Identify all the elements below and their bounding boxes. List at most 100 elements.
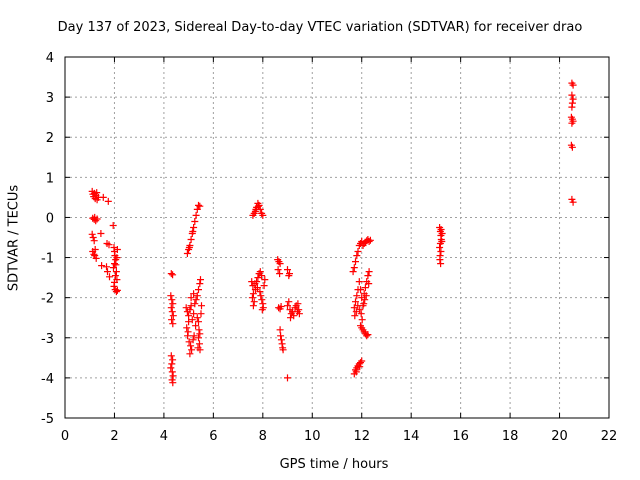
data-point-marker [187, 294, 195, 302]
data-point-marker [279, 346, 287, 354]
data-point-marker [437, 226, 445, 233]
data-point-marker [285, 298, 293, 306]
data-point-marker [91, 246, 99, 253]
data-point-marker [167, 364, 175, 372]
x-tick-label: 10 [304, 429, 321, 444]
data-point-marker [190, 310, 198, 318]
data-point-marker [250, 298, 258, 306]
x-tick-label: 0 [61, 429, 69, 444]
data-point-marker [252, 205, 260, 213]
data-point-marker [261, 276, 269, 284]
data-point-marker [357, 359, 364, 367]
data-point-marker [183, 324, 191, 332]
data-point-marker [168, 360, 176, 368]
data-point-marker [190, 332, 198, 340]
data-point-marker [358, 357, 366, 365]
data-point-marker [168, 296, 176, 304]
data-point-marker [352, 298, 359, 306]
data-point-marker [360, 300, 368, 308]
data-point-marker [356, 363, 364, 371]
data-point-marker [186, 350, 194, 358]
data-point-marker [198, 302, 205, 310]
plot-frame [64, 56, 610, 419]
data-point-marker [113, 246, 121, 253]
data-point-marker [248, 294, 256, 302]
data-point-marker [568, 91, 576, 99]
data-point-marker [437, 260, 445, 268]
data-point-marker [295, 310, 303, 318]
data-point-marker [109, 222, 117, 229]
data-point-marker [195, 286, 202, 294]
data-point-marker [361, 296, 369, 304]
data-point-marker [197, 310, 205, 318]
data-point-marker [169, 300, 177, 308]
data-point-marker [256, 268, 264, 276]
data-point-marker [568, 119, 576, 127]
data-point-marker [168, 368, 176, 376]
data-point-marker [196, 340, 203, 348]
data-point-marker [353, 252, 361, 260]
x-tick-label: 4 [160, 429, 168, 444]
data-point-marker [438, 238, 446, 245]
data-point-marker [354, 248, 362, 255]
data-point-marker [90, 237, 98, 245]
data-point-marker [169, 379, 177, 387]
data-point-marker [169, 356, 177, 364]
data-point-marker [188, 346, 196, 354]
data-point-marker [169, 320, 177, 328]
data-point-marker [255, 201, 263, 209]
data-point-marker [167, 304, 175, 312]
data-point-marker [352, 368, 360, 376]
data-point-marker [284, 374, 291, 382]
data-point-marker [295, 306, 303, 314]
x-tick-label: 22 [601, 429, 618, 444]
data-point-marker [167, 352, 175, 360]
data-point-marker [111, 260, 118, 268]
y-tick-label: 2 [46, 131, 54, 146]
data-point-marker [286, 270, 293, 278]
data-point-marker [258, 306, 266, 314]
y-tick-label: -1 [41, 252, 54, 267]
data-point-marker [277, 303, 285, 310]
data-point-marker [351, 312, 359, 320]
data-point-marker [249, 302, 257, 310]
data-point-marker [190, 224, 198, 231]
data-point-marker [436, 244, 444, 251]
y-tick-label: -2 [41, 292, 54, 307]
x-tick-label: 14 [403, 429, 420, 444]
data-point-marker [167, 270, 175, 278]
data-point-marker [113, 286, 121, 294]
data-point-marker [112, 268, 120, 276]
data-point-marker [186, 306, 194, 314]
data-point-marker [365, 280, 373, 288]
x-tick-label: 18 [502, 429, 519, 444]
data-point-marker [276, 326, 284, 334]
data-point-marker [112, 261, 120, 269]
data-point-marker [187, 302, 195, 310]
data-point-marker [277, 332, 285, 340]
data-point-marker [169, 372, 177, 380]
data-point-marker [365, 238, 373, 245]
data-point-marker [569, 81, 577, 89]
data-point-marker [568, 103, 576, 111]
data-point-marker [253, 284, 261, 292]
data-point-marker [355, 278, 363, 286]
data-point-marker [196, 330, 204, 338]
data-point-marker [350, 264, 358, 272]
x-tick-label: 2 [110, 429, 118, 444]
data-point-marker [193, 314, 201, 322]
data-point-marker [168, 308, 176, 316]
data-point-marker [105, 241, 113, 249]
x-tick-label: 12 [353, 429, 370, 444]
data-point-marker [187, 342, 195, 350]
data-point-marker [260, 282, 268, 290]
data-point-marker [192, 211, 200, 219]
data-point-marker [88, 230, 96, 238]
data-point-marker [284, 266, 291, 274]
data-point-marker [104, 197, 112, 205]
data-point-marker [352, 258, 359, 266]
data-point-marker [89, 234, 97, 241]
data-point-marker [258, 272, 266, 280]
data-point-marker [185, 318, 193, 326]
